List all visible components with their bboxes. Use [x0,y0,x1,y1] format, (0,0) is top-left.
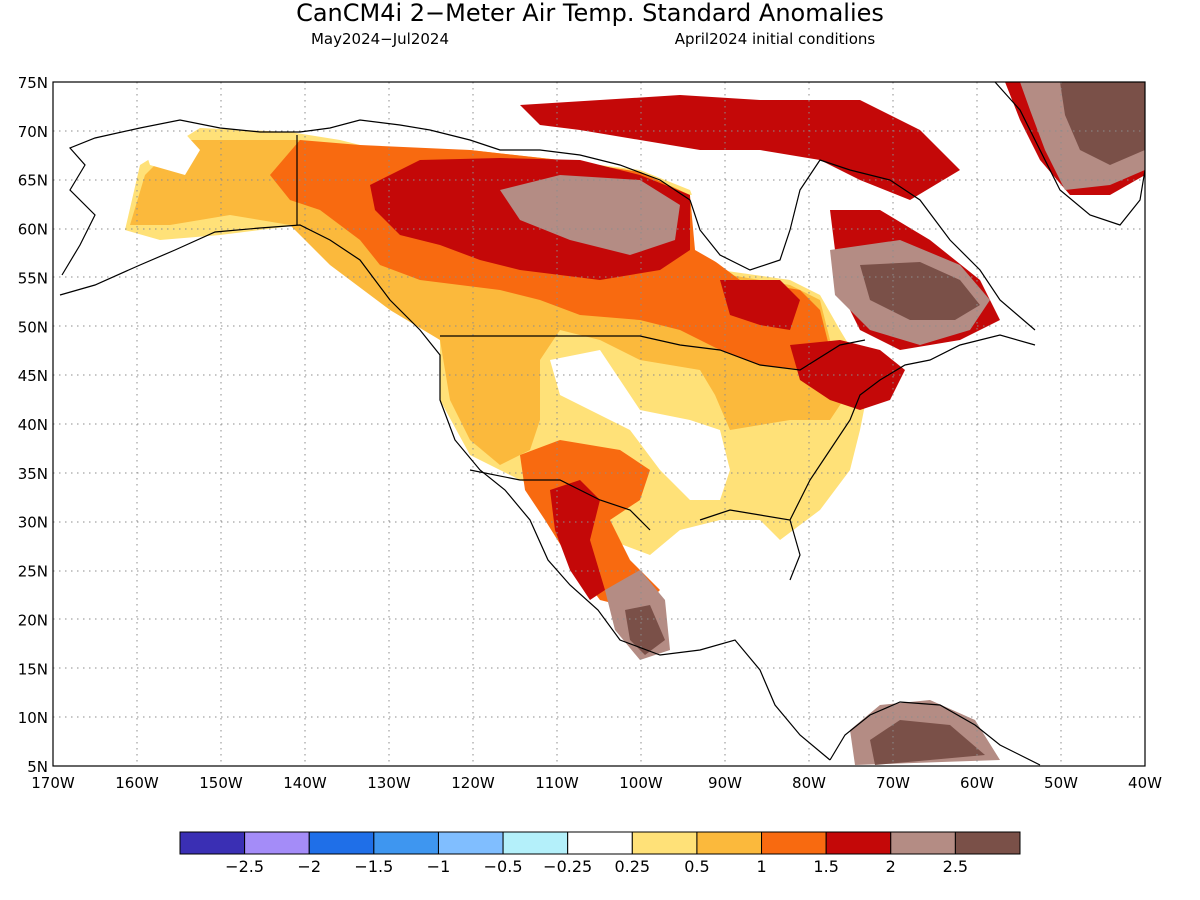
legend-label: −1.5 [354,857,393,876]
legend-label: −0.25 [543,857,592,876]
legend-label: −1 [427,857,451,876]
lon-tick-label: 50W [1044,774,1078,792]
legend-swatch [696,831,763,855]
lat-tick-label: 50N [18,318,48,336]
anomaly-shading [125,82,1145,765]
lat-tick-label: 30N [18,514,48,532]
lon-tick-label: 120W [451,774,495,792]
lon-tick-label: 40W [1128,774,1162,792]
latitude-labels: 75N 70N 65N 60N 55N 50N 45N 40N 35N 30N 25N 20N 15N 1… [18,74,48,776]
lon-tick-label: 160W [115,774,159,792]
legend-swatch [179,831,246,855]
lat-tick-label: 20N [18,611,48,629]
coastlines [59,82,1145,766]
lat-tick-label: 75N [18,74,48,92]
legend-swatch [825,831,892,855]
shade-2.5-plus-mexico [625,605,665,655]
lat-tick-label: 55N [18,269,48,287]
shade-near-normal-alaska [140,128,200,175]
legend-swatch [631,831,698,855]
shade-2.5-plus-venezuela [870,720,985,765]
lon-tick-label: 100W [619,774,663,792]
lat-tick-label: 10N [18,709,48,727]
shade-2-2.5-canada [500,175,680,255]
lon-tick-label: 170W [31,774,75,792]
legend-swatch [308,831,375,855]
legend-swatch [244,831,310,855]
legend-swatch [890,831,956,855]
coastline-north-america [59,119,1036,761]
plot-area [53,82,1145,766]
lon-tick-label: 130W [367,774,411,792]
map-title: CanCM4i 2−Meter Air Temp. Standard Anoma… [296,0,884,27]
longitude-labels: 170W 160W 150W 140W 130W 120W 110W 100W 90W 80W 70… [31,774,1162,792]
legend-swatch [954,831,1021,855]
lat-tick-label: 40N [18,416,48,434]
legend-label: 2 [886,857,896,876]
lat-tick-label: 60N [18,221,48,239]
shade-near-normal-hudson [690,185,810,270]
lon-tick-label: 140W [283,774,327,792]
legend-label: 1 [756,857,766,876]
coastline-south-america [829,701,1041,766]
legend-label: 0.25 [614,857,650,876]
lat-tick-label: 5N [27,758,48,776]
lat-tick-label: 15N [18,660,48,678]
lon-tick-label: 80W [792,774,826,792]
border-us-canada [440,335,866,371]
legend-label: −2 [297,857,321,876]
shade-2.5-plus-quebec [860,262,980,320]
legend-swatch [567,831,633,855]
lat-tick-label: 45N [18,367,48,385]
lat-tick-label: 65N [18,172,48,190]
shade-2.5-plus-greenland [1060,82,1145,165]
plot-frame [52,81,1146,767]
lon-tick-label: 110W [535,774,579,792]
lon-tick-label: 70W [876,774,910,792]
color-legend: −2.5 −2 −1.5 −1 −0.5 −0.25 0.25 0.5 1 1.5 2 2.5 [179,831,1021,876]
lat-tick-label: 70N [18,123,48,141]
initial-conditions: April2024 initial conditions [675,30,876,48]
forecast-period: May2024−Jul2024 [311,30,449,48]
shade-1.5-2-arctic [520,95,960,200]
legend-label: 0.5 [684,857,709,876]
lon-tick-label: 60W [960,774,994,792]
legend-label: −2.5 [225,857,264,876]
lat-tick-label: 25N [18,563,48,581]
lon-tick-label: 150W [199,774,243,792]
coastline-greenland [994,82,1145,226]
shade-1.5-2-northeast [790,340,905,410]
legend-swatch [437,831,504,855]
legend-swatch [761,831,827,855]
graticule [53,82,1145,766]
legend-swatch [502,831,569,855]
lon-tick-label: 90W [708,774,742,792]
shade-1.5-2-mexico [550,480,605,600]
legend-label: 1.5 [813,857,838,876]
legend-label: 2.5 [943,857,968,876]
legend-label: −0.5 [484,857,523,876]
border-us-mexico [469,469,651,531]
shade-near-normal-central-us [550,350,730,500]
shade-1.5-2-hudson-east [720,280,800,330]
legend-swatch [373,831,439,855]
lat-tick-label: 35N [18,465,48,483]
